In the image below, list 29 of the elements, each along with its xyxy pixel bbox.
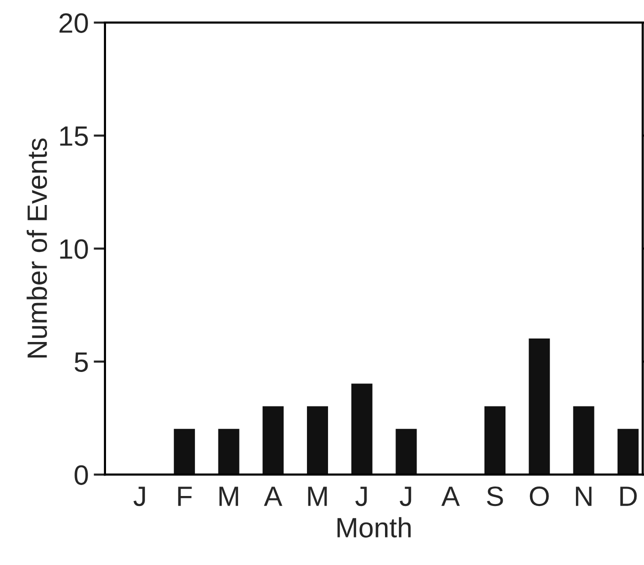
y-tick-label: 20 <box>60 13 88 33</box>
bar <box>218 428 240 475</box>
bar <box>174 428 195 475</box>
bar <box>618 428 639 475</box>
x-tick-label: D <box>620 486 637 506</box>
y-tick-label: 0 <box>74 465 88 485</box>
bar <box>484 406 506 475</box>
y-tick-label: 10 <box>60 239 88 259</box>
x-tick-label: J <box>134 486 145 506</box>
x-axis-title: Month <box>338 517 411 538</box>
bar <box>573 406 594 475</box>
x-tick-label: F <box>178 486 192 506</box>
x-tick-label: A <box>264 486 282 506</box>
y-axis-title: Number of Events <box>26 138 48 358</box>
x-tick-label: J <box>400 486 412 506</box>
x-tick-label: N <box>576 486 592 506</box>
x-tick-label: S <box>486 486 503 506</box>
y-tick-label: 5 <box>74 352 88 372</box>
y-tick-label: 15 <box>60 126 88 146</box>
bar <box>528 338 550 475</box>
bar <box>262 406 284 475</box>
bar <box>351 384 372 475</box>
x-tick-label: M <box>308 486 327 506</box>
x-tick-label: M <box>219 486 238 506</box>
x-tick-label: O <box>530 486 549 506</box>
x-tick-label: A <box>441 486 460 506</box>
x-tick-label: J <box>355 486 367 506</box>
bar <box>396 428 417 475</box>
bar <box>306 406 328 475</box>
